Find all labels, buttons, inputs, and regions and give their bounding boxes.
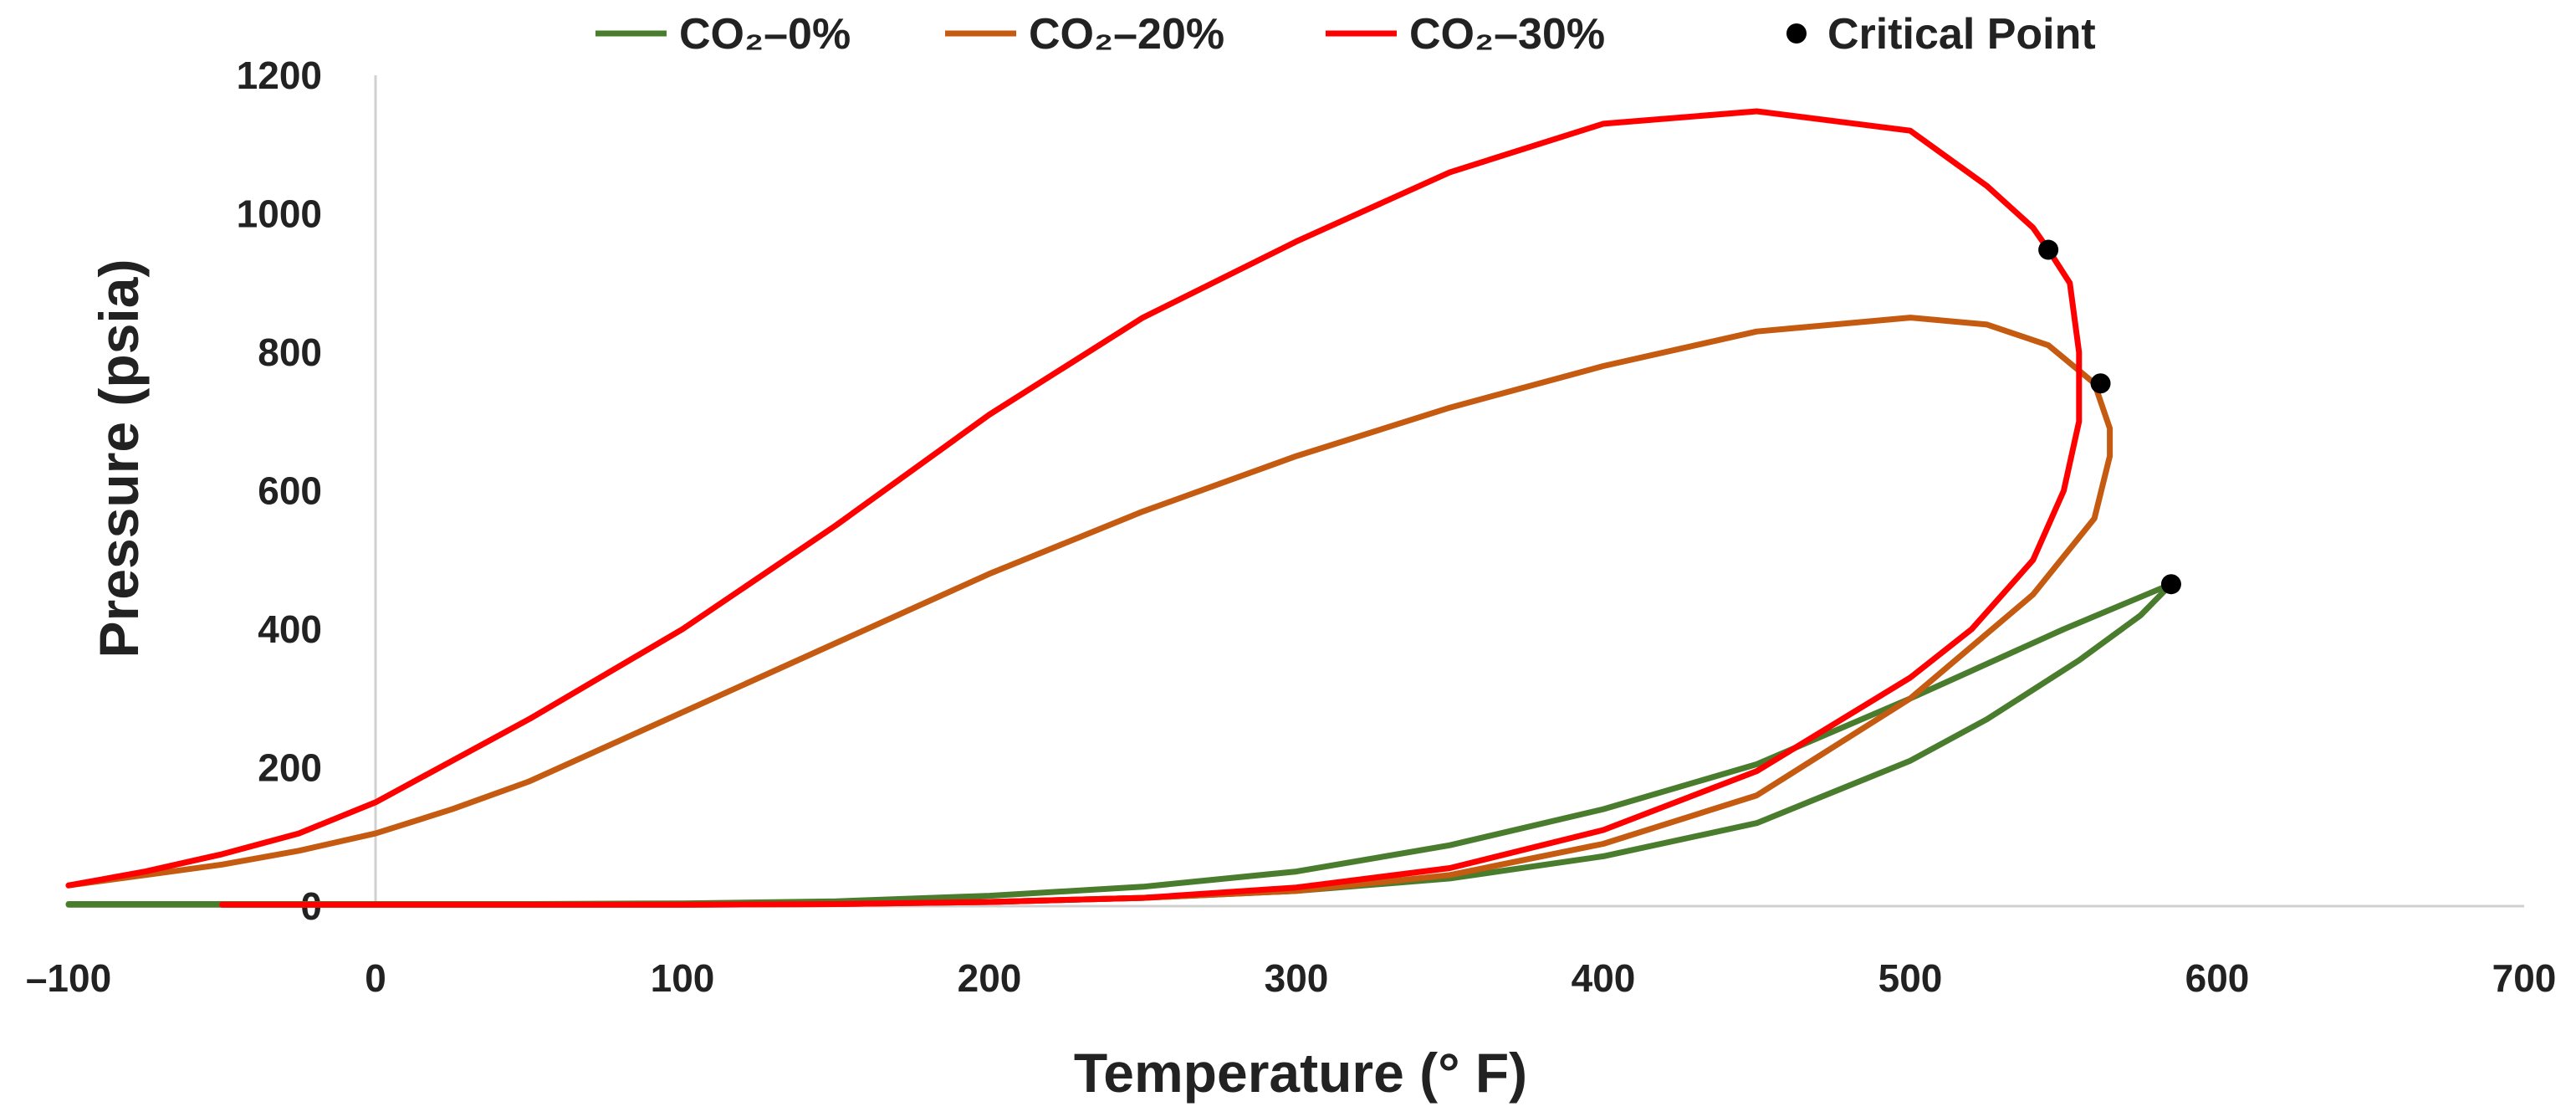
axes: –100 0 100 200 300 400 500 600 70002004006008001… (26, 54, 2557, 1000)
y-tick-label: 200 (258, 746, 322, 790)
legend-label: CO₂–30% (1409, 10, 1605, 59)
x-tick-label: –100 (26, 956, 111, 1000)
x-tick-label: 500 (1878, 956, 1943, 1000)
x-axis-title: Temperature (° F) (1074, 1042, 1527, 1104)
x-tick-label: 700 (2492, 956, 2557, 1000)
legend-label: CO₂–20% (1029, 10, 1224, 59)
y-tick-label: 1000 (237, 192, 322, 236)
x-tick-label: 200 (958, 956, 1022, 1000)
y-tick-label: 800 (258, 330, 322, 374)
critical-point-marker (2090, 373, 2111, 394)
y-tick-label: 600 (258, 469, 322, 513)
critical-point-marker (2038, 239, 2059, 260)
critical-points-layer (2038, 239, 2181, 595)
x-tick-label: 100 (651, 956, 715, 1000)
series-layer (65, 108, 2175, 908)
critical-point-marker (2160, 574, 2181, 595)
x-tick-label: 600 (2185, 956, 2250, 1000)
legend: CO₂–0% CO₂–20% CO₂–30% Critical Point (595, 10, 2096, 59)
x-tick-label: 400 (1572, 956, 1636, 1000)
legend-label: CO₂–0% (679, 10, 851, 59)
legend-swatch-marker (1786, 23, 1807, 44)
x-tick-label: 0 (365, 956, 386, 1000)
legend-label: Critical Point (1827, 10, 2096, 59)
y-axis-title: Pressure (psia) (88, 259, 150, 658)
series-line-0 (65, 581, 2175, 908)
y-tick-label: 1200 (237, 54, 322, 97)
y-tick-label: 400 (258, 607, 322, 651)
x-tick-label: 300 (1265, 956, 1329, 1000)
